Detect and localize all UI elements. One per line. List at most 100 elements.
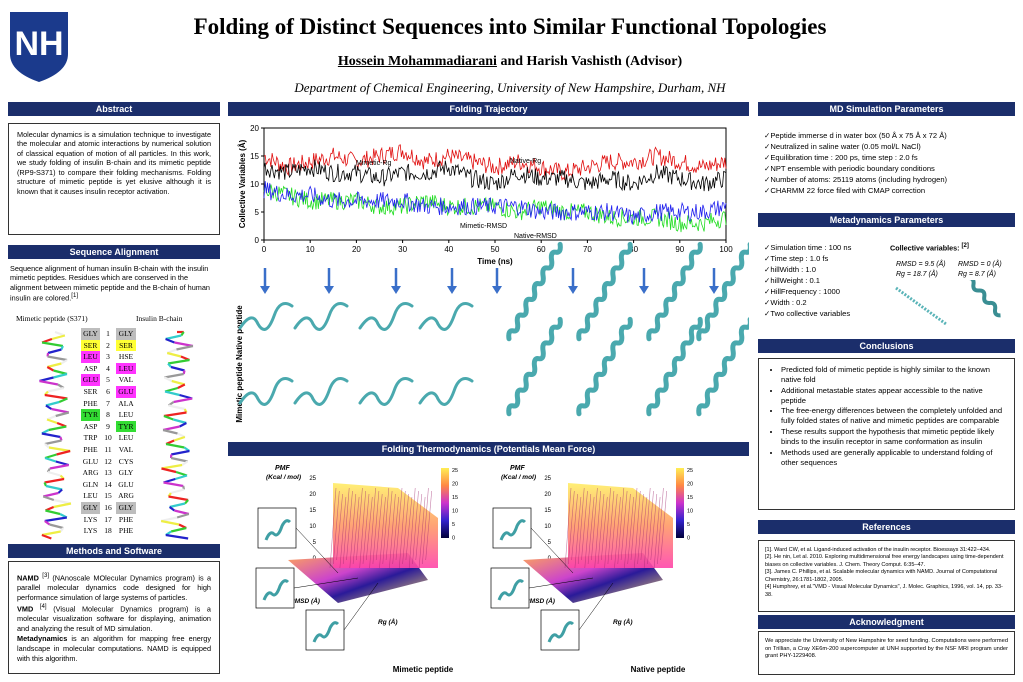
helical-peptide — [967, 280, 1001, 318]
pmf-mesh-line — [653, 496, 661, 569]
pmf-mesh-line — [375, 493, 383, 561]
native-snapshot — [646, 241, 703, 342]
residue-number: 6 — [106, 386, 110, 396]
folding-snapshots — [238, 241, 749, 417]
molecule-bond — [168, 506, 176, 512]
metadyn-heading: Metadynamics Parameters — [758, 213, 1015, 227]
pmf-mesh-line — [425, 490, 432, 561]
md-params-list: ✓Peptide immerse d in water box (50 Å x … — [758, 124, 1015, 202]
sequence-ref: [1] — [71, 292, 79, 300]
arrow-head — [709, 286, 719, 294]
pmf-mesh-line — [640, 496, 648, 561]
molecule-bond — [42, 495, 55, 502]
insulin-residue: ARG — [118, 491, 134, 501]
pmf-label: PMF — [275, 465, 291, 472]
pmf-mesh-line — [607, 490, 615, 565]
pmf-mesh-line — [352, 496, 360, 565]
sequence-row: GLN 14 GLU — [81, 479, 136, 491]
molecule-bond — [174, 341, 194, 348]
acknowledgment-heading: Acknowledgment — [758, 615, 1015, 629]
label-native-rmsd: Native-RMSD — [514, 233, 557, 240]
vmd-ref: [4] — [39, 602, 47, 610]
pmf-mesh-line — [643, 487, 651, 569]
metadyn-box: ✓Simulation time : 100 ns ✓Time step : 1.… — [758, 236, 1015, 332]
trajectory-chart: 0 10 20 30 40 50 60 70 80 90 100 0 5 10 15 20 Collectiv… — [235, 124, 749, 423]
series-line-native-rg — [263, 144, 727, 181]
molecule-bond — [160, 519, 180, 526]
mimetic-residue: TYR — [81, 409, 100, 421]
colorbar-tick: 20 — [687, 482, 693, 488]
native-snapshot — [696, 241, 749, 342]
molecule-bond — [44, 439, 62, 446]
conclusion-item: Predicted fold of mimetic peptide is hig… — [781, 365, 1004, 385]
arrow-head — [639, 286, 649, 294]
molecule-bond — [163, 411, 187, 418]
mimetic-residue: ASP — [83, 363, 98, 373]
colorbar-tick: 10 — [452, 509, 458, 515]
metadyn-param-item: ✓hillWidth : 1.0 — [764, 265, 816, 274]
inset-structure — [264, 519, 292, 541]
residue-number: 2 — [106, 340, 110, 350]
methods-box: NAMD [3] (NAnoscale MOlecular Dynamics p… — [8, 561, 220, 674]
inset-structure — [547, 621, 575, 643]
pmf-mesh-line — [395, 487, 403, 561]
mimetic-residue: PHE — [83, 398, 98, 408]
mimetic-molecule-image — [39, 330, 72, 540]
molecule-bond — [180, 331, 185, 337]
native-snapshot — [293, 302, 349, 331]
references-heading: References — [758, 520, 1015, 534]
primary-author: Hossein Mohammadiarani — [337, 54, 497, 69]
pmf-mesh-line — [584, 493, 592, 569]
sequence-row: ASP 9 TYR — [81, 420, 136, 433]
sequence-row: LEU 15 ARG — [81, 490, 136, 502]
molecule-bond — [162, 425, 180, 432]
molecule-bond — [173, 435, 186, 442]
conclusions-heading: Conclusions — [758, 339, 1015, 353]
mimetic-residue: LEU — [81, 351, 100, 363]
thermo-heading: Folding Thermodynamics (Potentials Mean … — [228, 442, 749, 456]
mimetic-residue: TRP — [83, 433, 98, 443]
pmf-mesh-line — [657, 487, 664, 565]
molecule-bond — [164, 390, 180, 397]
pmf-mesh-line — [399, 490, 406, 569]
insulin-residue: HSE — [118, 352, 134, 362]
sequence-row: GLY 1 GLY — [81, 328, 136, 340]
rmsd-axis-label: RMSD (Å) — [290, 596, 320, 605]
cv-right: RMSD = 0 (Å) Rg = 8.7 (Å) — [958, 260, 1002, 280]
molecule-bond — [47, 470, 61, 477]
molecule-bond — [41, 533, 52, 540]
z-tick-label: 10 — [544, 524, 551, 530]
inset-structure — [312, 621, 340, 643]
pmf-unit: (Kcal / mol) — [266, 474, 301, 481]
insulin-residue: GLY — [116, 328, 136, 340]
native-snapshot — [418, 302, 474, 331]
molecule-bond — [53, 498, 72, 505]
label-mimetic-rmsd: Mimetic-RMSD — [460, 223, 507, 230]
rg-axis-label: Rg (Å) — [378, 617, 398, 626]
molecule-bond — [170, 449, 190, 456]
insulin-molecule-image — [160, 330, 194, 540]
x-tick-label: 80 — [629, 245, 638, 254]
z-tick-label: 5 — [548, 540, 552, 546]
molecule-bond — [179, 422, 187, 428]
molecule-bond — [168, 404, 185, 411]
molecule-bond — [168, 495, 189, 502]
metadyn-param-item: ✓Simulation time : 100 ns — [764, 243, 852, 252]
residue-number: 16 — [104, 502, 112, 512]
mimetic-residue: LYS — [83, 514, 98, 524]
arrow-head — [447, 286, 457, 294]
pmf-mesh-line — [587, 496, 595, 565]
molecule-bond — [170, 365, 185, 372]
molecule-bond — [169, 502, 186, 509]
sequence-row: LEU 3 HSE — [81, 351, 136, 363]
pmf-mesh-line — [405, 496, 413, 561]
insulin-residue: PHE — [118, 514, 134, 524]
pmf-unit: (Kcal / mol) — [501, 474, 536, 481]
molecule-bond — [171, 379, 186, 386]
residue-number: 3 — [106, 352, 110, 362]
metadyn-param-item: ✓Two collective variables — [764, 309, 851, 318]
molecule-bond — [167, 362, 172, 368]
residue-number: 5 — [106, 375, 110, 385]
arrow-head — [260, 286, 270, 294]
inset-connector — [578, 582, 614, 631]
